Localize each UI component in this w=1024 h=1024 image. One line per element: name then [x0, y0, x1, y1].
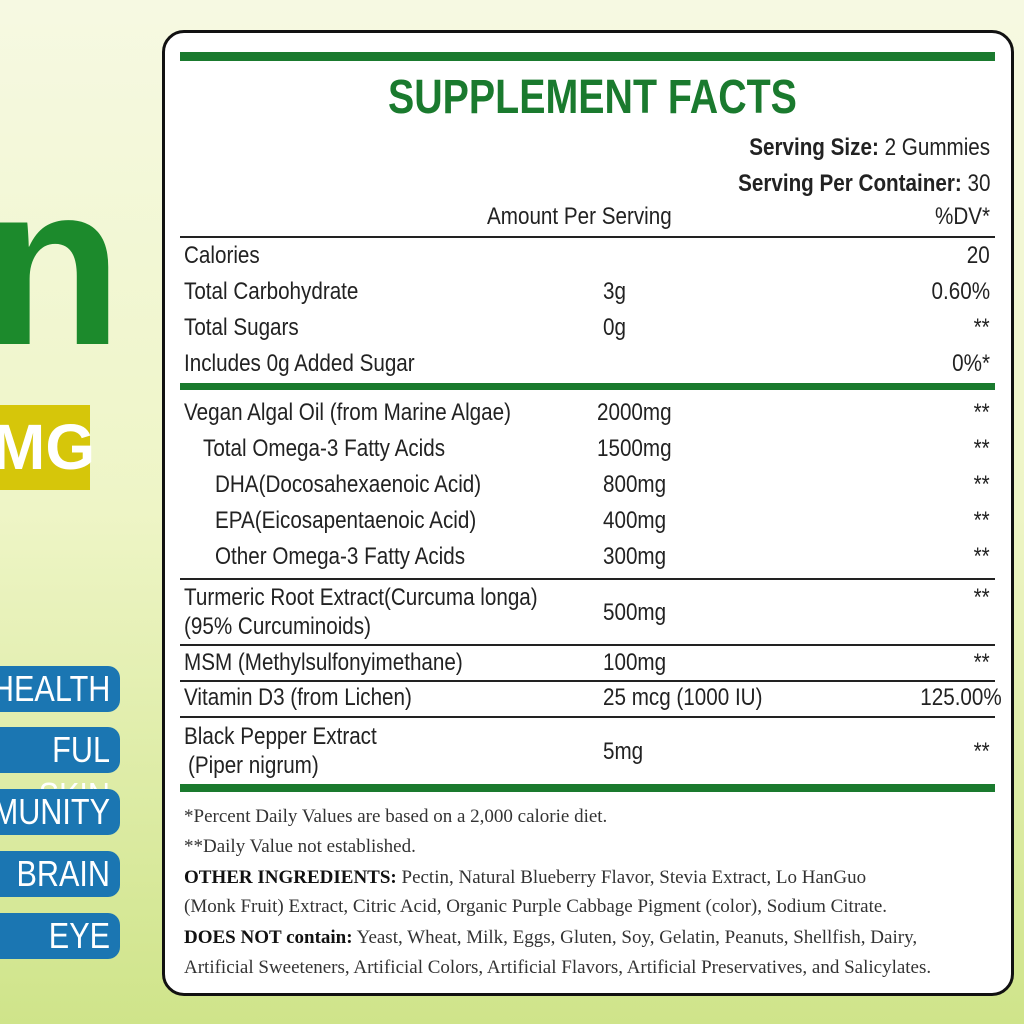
- nutrient-dv: **: [973, 435, 990, 462]
- nutrient-amount: 300mg: [603, 543, 667, 570]
- nutrient-dv: **: [973, 649, 990, 676]
- nutrient-dv: **: [973, 507, 990, 534]
- benefit: MUNITY: [0, 789, 120, 835]
- nutrient-name: Other Omega-3 Fatty Acids: [215, 543, 466, 570]
- serving-size: Serving Size: 2 Gummies: [749, 134, 990, 161]
- nutrient-amount: 100mg: [603, 649, 667, 676]
- rule: [180, 680, 995, 682]
- nutrient-dv: **: [973, 314, 990, 341]
- servings: Serving Per Container: 30: [737, 170, 990, 197]
- rule: [180, 383, 995, 390]
- nutrient-amount: 5mg: [603, 738, 644, 765]
- nutrient-name: Vegan Algal Oil (from Marine Algae): [184, 399, 511, 426]
- nutrient-name: Turmeric Root Extract(Curcuma longa): [184, 584, 538, 611]
- nutrient-amount: 25 mcg (1000 IU): [603, 684, 763, 711]
- footnote: *Percent Daily Values are based on a 2,0…: [184, 806, 608, 827]
- nutrient-name: (95% Curcuminoids): [184, 613, 371, 640]
- big-letter: n: [0, 136, 123, 393]
- benefit: FUL SKIN: [0, 727, 120, 816]
- nutrient-dv: 0.60%: [931, 278, 990, 305]
- nutrient-name: Vitamin D3 (from Lichen): [184, 684, 412, 711]
- nutrient-amount: 3g: [603, 278, 626, 305]
- rule: [180, 716, 995, 718]
- nutrient-amount: 2000mg: [597, 399, 672, 426]
- nutrient-dv: **: [973, 399, 990, 426]
- allergen-free: Artificial Sweeteners, Artificial Colors…: [184, 957, 932, 978]
- nutrient-name: EPA(Eicosapentaenoic Acid): [215, 507, 477, 534]
- dose-text: MG: [0, 411, 96, 483]
- nutrient-dv: **: [973, 584, 990, 611]
- dose-badge: [0, 405, 90, 490]
- nutrient-dv: **: [973, 543, 990, 570]
- title: SUPPLEMENT FACTS: [388, 71, 797, 124]
- nutrient-dv: 125.00%: [920, 684, 1002, 711]
- nutrient-name: Black Pepper Extract: [184, 723, 377, 750]
- dv-header: %DV*: [934, 203, 990, 230]
- allergen-free: DOES NOT contain: Yeast, Wheat, Milk, Eg…: [184, 927, 918, 948]
- nutrient-dv: 20: [967, 242, 990, 269]
- nutrient-name: Includes 0g Added Sugar: [184, 350, 415, 377]
- other-ingredients: OTHER INGREDIENTS: Pectin, Natural Blueb…: [184, 867, 867, 888]
- nutrient-name: Total Carbohydrate: [184, 278, 359, 305]
- nutrient-dv: **: [973, 738, 990, 765]
- nutrient-name: Total Omega-3 Fatty Acids: [203, 435, 446, 462]
- nutrient-amount: 500mg: [603, 599, 667, 626]
- rule: [180, 578, 995, 580]
- rule: [180, 644, 995, 646]
- nutrient-dv: **: [973, 471, 990, 498]
- rule: [180, 236, 995, 238]
- benefit: HEALTH: [0, 666, 120, 712]
- nutrient-amount: 0g: [603, 314, 626, 341]
- footnote: **Daily Value not established.: [184, 836, 416, 857]
- nutrient-amount: 400mg: [603, 507, 667, 534]
- nutrient-name: MSM (Methylsulfonyimethane): [184, 649, 463, 676]
- nutrient-name: Total Sugars: [184, 314, 299, 341]
- nutrient-amount: 800mg: [603, 471, 667, 498]
- nutrient-name: DHA(Docosahexaenoic Acid): [215, 471, 482, 498]
- nutrient-name: Calories: [184, 242, 260, 269]
- top-bar: [180, 52, 995, 61]
- amount-header: Amount Per Serving: [487, 203, 672, 230]
- benefit: BRAIN: [0, 851, 120, 897]
- rule: [180, 784, 995, 792]
- nutrient-name: (Piper nigrum): [188, 752, 319, 779]
- nutrient-dv: 0%*: [952, 350, 990, 377]
- benefit: EYE: [0, 913, 120, 959]
- other-ingredients: (Monk Fruit) Extract, Citric Acid, Organ…: [184, 896, 888, 917]
- facts-panel: [162, 30, 1014, 996]
- nutrient-amount: 1500mg: [597, 435, 672, 462]
